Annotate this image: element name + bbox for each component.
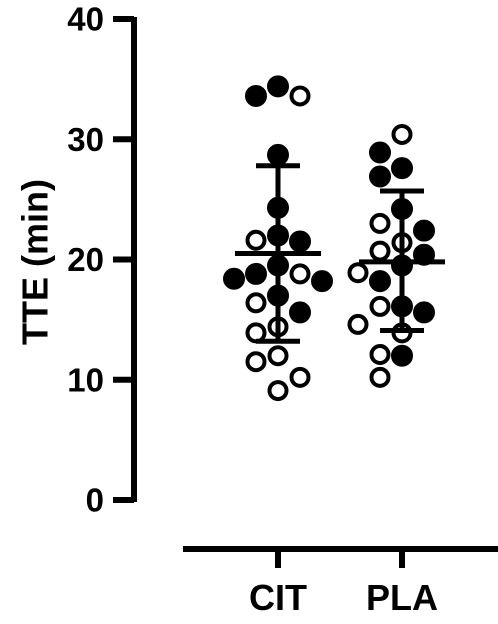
open-data-point <box>245 292 267 314</box>
filled-data-point <box>245 84 267 107</box>
filled-data-point <box>369 141 391 164</box>
filled-data-point <box>413 301 435 324</box>
filled-data-point <box>391 157 413 180</box>
filled-data-point <box>369 165 391 188</box>
open-data-point <box>245 351 267 373</box>
filled-data-point <box>223 267 245 290</box>
x-axis-categories: CIT PLA <box>249 549 438 618</box>
y-axis-title: TTE (min) <box>15 179 56 345</box>
y-tick-label: 20 <box>67 241 104 278</box>
open-data-point <box>347 313 369 335</box>
filled-data-point <box>289 301 311 324</box>
y-axis-ticks: 0 10 20 30 40 <box>67 1 134 519</box>
filled-data-point <box>289 230 311 253</box>
filled-data-point <box>267 75 289 98</box>
filled-data-point <box>245 262 267 285</box>
open-data-point <box>289 263 311 285</box>
y-tick-label: 40 <box>67 1 104 38</box>
filled-data-point <box>311 270 333 293</box>
filled-data-point <box>413 219 435 242</box>
error-bars <box>235 163 445 344</box>
y-tick-label: 10 <box>67 361 104 398</box>
open-data-point <box>245 229 267 251</box>
open-data-point <box>347 262 369 284</box>
open-data-point <box>267 345 289 367</box>
open-data-point <box>391 123 413 145</box>
filled-data-point <box>369 270 391 293</box>
open-data-point <box>369 240 391 262</box>
y-tick-label: 30 <box>67 121 104 158</box>
open-data-point <box>289 85 311 107</box>
filled-data-point <box>391 344 413 367</box>
x-category-label: PLA <box>366 577 438 618</box>
open-data-point <box>289 366 311 388</box>
open-data-point <box>369 343 391 365</box>
open-data-point <box>267 380 289 402</box>
filled-data-point <box>267 143 289 166</box>
x-category-label: CIT <box>249 577 307 618</box>
open-data-point <box>369 366 391 388</box>
y-tick-label: 0 <box>86 482 104 519</box>
open-data-point <box>369 295 391 317</box>
open-data-point <box>369 212 391 234</box>
